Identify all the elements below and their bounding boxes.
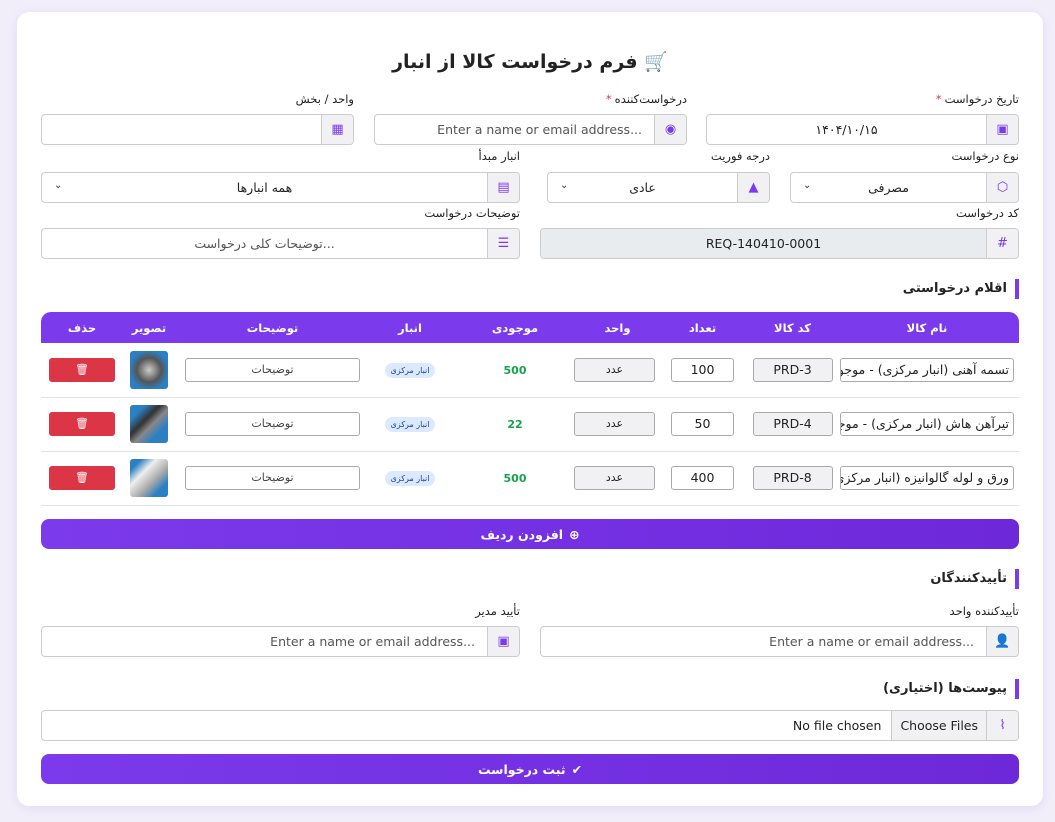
warehouse-badge: انبار مرکزی	[384, 417, 436, 432]
col-image: تصویر	[131, 320, 167, 335]
urgency-select[interactable]: ▲ عادی ⌄	[547, 172, 770, 203]
product-image[interactable]	[130, 350, 168, 389]
item-code: PRD-4	[752, 412, 833, 436]
file-status: No file chosen	[792, 718, 882, 733]
source-warehouse-select[interactable]: ▤ همه انبارها ⌄	[41, 172, 520, 203]
request-date-field[interactable]: ▣ ۱۴۰۴/۱۰/۱۵	[706, 114, 1019, 145]
request-code-label: کد درخواست	[955, 206, 1019, 220]
urgency-label: درجه فوریت	[710, 149, 770, 163]
col-name: نام کالا	[906, 320, 948, 335]
quantity-input[interactable]: 400	[671, 466, 734, 490]
manager-input[interactable]: ▣ Enter a name or email address...	[41, 626, 520, 657]
source-warehouse-label: انبار مبدأ	[478, 149, 520, 163]
item-name-input[interactable]: تسمه آهنی (انبار مرکزی) - موجودی	[840, 357, 1014, 382]
building-icon: ▦	[321, 115, 353, 144]
items-section-title: اقلام درخواستی	[903, 279, 1019, 299]
chevron-down-icon: ⌄	[803, 180, 812, 191]
check-circle-icon: ✔	[571, 761, 583, 777]
table-row: تیرآهن هاش (انبار مرکزی) - موجو PRD-4 50…	[41, 397, 1019, 452]
item-name-input[interactable]: تیرآهن هاش (انبار مرکزی) - موجو	[840, 412, 1014, 436]
quantity-input[interactable]: 50	[671, 412, 734, 436]
product-image[interactable]	[130, 459, 168, 497]
product-image[interactable]	[130, 405, 168, 443]
attachments-section-title: پیوست‌ها (اختیاری)	[883, 679, 1019, 699]
unit-field: عدد	[574, 412, 655, 436]
table-row: ورق و لوله گالوانیزه (انبار مرکزی) - PRD…	[41, 451, 1019, 506]
unit-label: واحد / بخش	[295, 92, 354, 106]
plus-circle-icon: ⊕	[569, 526, 580, 542]
col-warehouse: انبار	[398, 320, 422, 335]
stock-value: 22	[507, 418, 523, 431]
request-type-label: نوع درخواست	[951, 149, 1019, 163]
description-input[interactable]: ☰ توضیحات کلی درخواست...	[41, 228, 520, 259]
delete-row-button[interactable]: 🗑	[49, 412, 115, 436]
box-icon: ⬡	[986, 173, 1018, 202]
col-desc: توضیحات	[246, 320, 299, 335]
request-date-label: تاریخ درخواست*	[935, 92, 1019, 106]
request-type-select[interactable]: ⬡ مصرفی ⌄	[790, 172, 1019, 203]
item-description-input[interactable]: توضیحات	[185, 466, 360, 490]
warning-icon: ▲	[737, 173, 769, 202]
cart-icon: 🛒	[644, 51, 668, 73]
trash-icon: 🗑	[75, 471, 89, 484]
page-title: 🛒 فرم درخواست کالا از انبار	[392, 51, 668, 73]
stock-value: 500	[503, 472, 527, 485]
col-delete: حذف	[67, 320, 97, 335]
delete-row-button[interactable]: 🗑	[49, 357, 115, 382]
user-circle-icon: ◉	[654, 115, 686, 144]
items-table: نام کالا کد کالا تعداد واحد موجودی انبار…	[41, 312, 1019, 506]
hash-icon: #	[986, 229, 1018, 258]
requester-input[interactable]: ◉ Enter a name or email address...	[374, 114, 687, 145]
item-name-input[interactable]: ورق و لوله گالوانیزه (انبار مرکزی) -	[840, 466, 1014, 490]
quantity-input[interactable]: 100	[671, 357, 734, 382]
stock-value: 500	[503, 363, 527, 377]
col-code: کد کالا	[774, 320, 811, 335]
archive-icon: ▤	[487, 173, 519, 202]
item-code: PRD-8	[752, 466, 833, 490]
col-unit: واحد	[604, 320, 631, 335]
submit-button[interactable]: ✔ ثبت درخواست	[41, 754, 1019, 784]
item-description-input[interactable]: توضیحات	[185, 357, 360, 382]
item-code: PRD-3	[752, 357, 833, 382]
table-row: تسمه آهنی (انبار مرکزی) - موجودی PRD-3 1…	[41, 343, 1019, 398]
request-code-field: # REQ-140410-0001	[540, 228, 1019, 259]
requester-label: درخواست‌کننده*	[605, 92, 687, 106]
unit-field: عدد	[574, 466, 655, 490]
col-stock: موجودی	[491, 320, 539, 335]
user-check-icon: 👤	[986, 627, 1018, 656]
warehouse-badge: انبار مرکزی	[384, 471, 436, 486]
choose-files-button[interactable]: Choose Files	[891, 711, 986, 740]
request-form-card: 🛒 فرم درخواست کالا از انبار تاریخ درخواس…	[17, 12, 1043, 806]
unit-approver-label: تأییدکننده واحد	[949, 604, 1019, 618]
manager-label: تأیید مدیر	[475, 604, 520, 618]
unit-approver-input[interactable]: 👤 Enter a name or email address...	[540, 626, 1019, 657]
col-qty: تعداد	[688, 320, 717, 335]
comment-icon: ☰	[487, 229, 519, 258]
add-row-button[interactable]: ⊕ افزودن ردیف	[41, 519, 1019, 549]
file-input[interactable]: ⌇ Choose Files No file chosen	[41, 710, 1019, 741]
approvers-section-title: تأییدکنندگان	[930, 569, 1019, 589]
unit-field: عدد	[574, 357, 655, 382]
calendar-icon: ▣	[986, 115, 1018, 144]
item-description-input[interactable]: توضیحات	[185, 412, 360, 436]
description-label: توضیحات درخواست	[424, 206, 520, 220]
paperclip-icon: ⌇	[986, 711, 1018, 740]
unit-input[interactable]: ▦	[41, 114, 354, 145]
chevron-down-icon: ⌄	[54, 180, 63, 191]
warehouse-badge: انبار مرکزی	[384, 362, 436, 378]
trash-icon: 🗑	[75, 362, 89, 376]
chevron-down-icon: ⌄	[560, 180, 569, 191]
delete-row-button[interactable]: 🗑	[49, 466, 115, 490]
trash-icon: 🗑	[75, 417, 89, 430]
id-badge-icon: ▣	[487, 627, 519, 656]
table-header: نام کالا کد کالا تعداد واحد موجودی انبار…	[41, 312, 1019, 343]
